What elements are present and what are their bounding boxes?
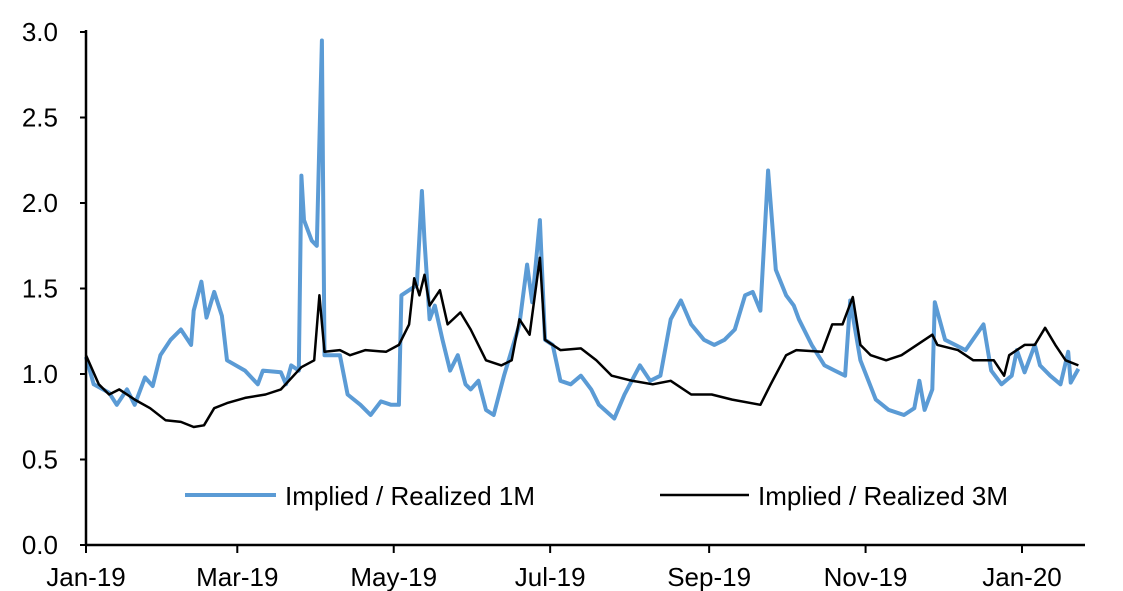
y-tick-label: 3.0	[22, 17, 58, 47]
y-tick-label: 0.5	[22, 445, 58, 475]
x-tick-label: Mar-19	[196, 562, 278, 591]
x-tick-label: Jan-19	[46, 562, 126, 591]
x-tick-label: May-19	[350, 562, 437, 591]
series-line-implied-realized-1m	[84, 38, 1081, 421]
series-layer	[84, 38, 1081, 429]
y-tick-label: 2.0	[22, 188, 58, 218]
x-tick-label: Sep-19	[667, 562, 751, 591]
legend-label-3m: Implied / Realized 3M	[758, 481, 1008, 511]
y-axis-ticks: 0.0 0.5 1.0 1.5 2.0 2.5 3.0	[22, 17, 86, 560]
x-tick-label: Jul-19	[515, 562, 586, 591]
x-tick-label: Nov-19	[824, 562, 908, 591]
legend-label-1m: Implied / Realized 1M	[285, 481, 535, 511]
y-tick-label: 2.5	[22, 103, 58, 133]
series-line-implied-realized-3m	[84, 256, 1079, 429]
y-tick-label: 1.0	[22, 359, 58, 389]
y-tick-label: 0.0	[22, 530, 58, 560]
x-tick-label: Jan-20	[982, 562, 1062, 591]
y-tick-label: 1.5	[22, 274, 58, 304]
legend: Implied / Realized 1M Implied / Realized…	[185, 481, 1008, 511]
x-axis-ticks: Jan-19 Mar-19 May-19 Jul-19 Sep-19 Nov-19 Jan-…	[46, 545, 1062, 591]
